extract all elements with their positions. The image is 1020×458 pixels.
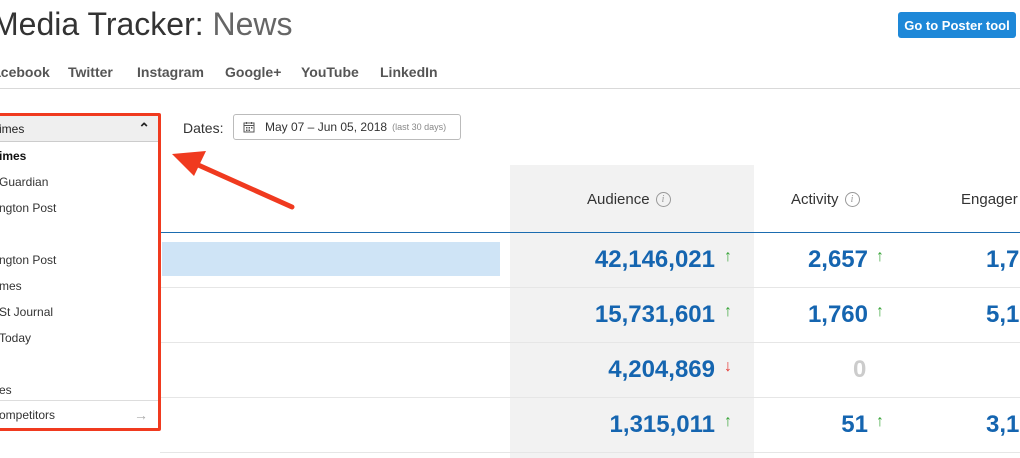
engagement-value: 3,1	[986, 411, 1020, 438]
add-competitors-label: ompetitors	[0, 408, 56, 422]
chevron-up-icon[interactable]: ⌃	[138, 120, 150, 136]
go-to-poster-tool-button[interactable]: Go to Poster tool	[898, 12, 1016, 38]
arrow-right-icon: →	[134, 407, 148, 423]
dropdown-selected-label: imes	[0, 121, 25, 136]
tab-youtube[interactable]: YouTube	[301, 64, 359, 80]
trend-up-icon: ↑	[876, 413, 884, 430]
trend-down-icon: ↓	[724, 358, 732, 375]
trend-up-icon: ↑	[724, 303, 732, 320]
info-icon[interactable]: i	[844, 192, 860, 207]
audience-value: 42,146,021	[594, 246, 715, 273]
audience-value: 4,204,869	[608, 356, 715, 383]
engagement-header[interactable]: Engager	[961, 191, 1018, 208]
activity-header-label: Activity	[791, 191, 839, 208]
tab-facebook[interactable]: acebook	[0, 64, 50, 80]
row-divider	[160, 342, 1020, 343]
page-title-sub: News	[212, 6, 293, 42]
activity-value: 1,760	[807, 301, 868, 328]
row-divider	[160, 397, 1020, 398]
tab-instagram[interactable]: Instagram	[137, 64, 204, 80]
engagement-header-label: Engager	[961, 191, 1018, 208]
audience-value: 15,731,601	[594, 301, 715, 328]
activity-value: 2,657	[807, 246, 868, 273]
dropdown-item[interactable]: ngton Post	[0, 253, 57, 267]
dropdown-item[interactable]: Today	[0, 331, 32, 345]
date-range-note: (last 30 days)	[392, 122, 447, 132]
engagement-value: 5,1	[986, 301, 1020, 328]
audience-header-label: Audience	[587, 191, 650, 208]
trend-up-icon: ↑	[876, 248, 884, 265]
audience-column-highlight	[510, 165, 754, 458]
dropdown-item[interactable]: mes	[0, 279, 22, 293]
dropdown-item[interactable]: Guardian	[0, 175, 49, 189]
table-header-divider	[0, 232, 1020, 233]
competitor-dropdown: imes ⌃ imes Guardian ngton Post ngton Po…	[0, 113, 161, 431]
dates-label: Dates:	[183, 120, 224, 136]
audience-value: 1,315,011	[609, 411, 715, 438]
row-divider	[160, 452, 1020, 453]
trend-up-icon: ↑	[724, 413, 732, 430]
activity-header[interactable]: Activity i	[791, 191, 860, 208]
tab-google-plus[interactable]: Google+	[225, 64, 282, 80]
activity-value: 51	[841, 411, 868, 438]
tab-linkedin[interactable]: LinkedIn	[380, 64, 438, 80]
activity-value: 0	[853, 356, 867, 383]
selected-row-highlight	[162, 242, 500, 276]
row-divider	[160, 287, 1020, 288]
engagement-value: 1,7	[986, 246, 1020, 273]
page-title: Media Tracker: News	[0, 6, 293, 43]
dropdown-item[interactable]: es	[0, 383, 12, 397]
trend-up-icon: ↑	[724, 248, 732, 265]
calendar-icon	[243, 122, 255, 133]
date-range-picker[interactable]: May 07 – Jun 05, 2018 (last 30 days)	[233, 114, 461, 140]
info-icon[interactable]: i	[655, 192, 671, 207]
add-competitors-link[interactable]: ompetitors →	[0, 400, 158, 428]
dropdown-item[interactable]: imes	[0, 149, 27, 163]
trend-up-icon: ↑	[876, 303, 884, 320]
tab-twitter[interactable]: Twitter	[68, 64, 113, 80]
dropdown-item[interactable]: ngton Post	[0, 201, 57, 215]
audience-header[interactable]: Audience i	[587, 191, 671, 208]
page-title-main: Media Tracker:	[0, 6, 204, 42]
tabs-divider	[0, 88, 1020, 89]
dropdown-item[interactable]: St Journal	[0, 305, 54, 319]
dropdown-selected[interactable]: imes ⌃	[0, 116, 158, 142]
date-range-value: May 07 – Jun 05, 2018	[265, 120, 388, 134]
